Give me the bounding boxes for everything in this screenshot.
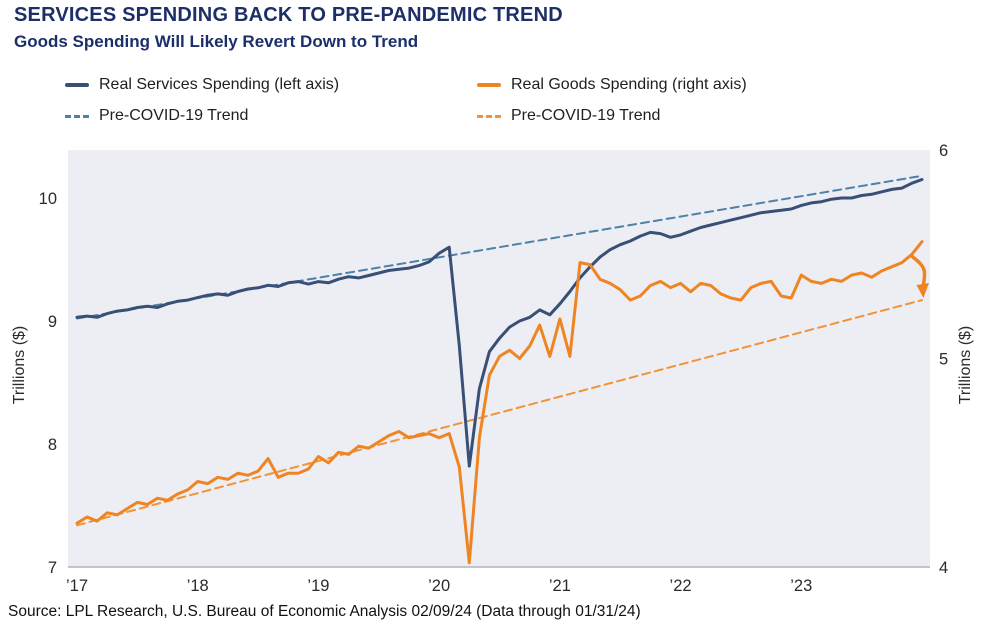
chart-legend: Real Services Spending (left axis) Real … [65, 74, 925, 127]
legend-label: Real Goods Spending (right axis) [511, 76, 747, 93]
goods-line [75, 240, 924, 565]
y-right-tick-label: 4 [939, 559, 948, 577]
x-tick-label: ’22 [670, 577, 692, 595]
goods-trend-swatch-icon [477, 114, 501, 118]
revert-arrow [910, 254, 927, 289]
x-tick-label: ’21 [549, 577, 571, 595]
revert-arrowhead-icon [916, 282, 929, 298]
x-tick-label: ’19 [307, 577, 329, 595]
services-line [75, 178, 924, 468]
x-tick-label: ’18 [187, 577, 209, 595]
x-tick-label: ’23 [790, 577, 812, 595]
legend-item-services: Real Services Spending (left axis) [65, 74, 477, 96]
page-subtitle: Goods Spending Will Likely Revert Down t… [14, 32, 419, 51]
legend-item-services-trend: Pre-COVID-19 Trend [65, 105, 477, 127]
services-trend-swatch-icon [65, 114, 89, 118]
legend-label: Pre-COVID-19 Trend [511, 107, 661, 124]
y-left-tick-label: 10 [39, 190, 57, 208]
y-right-tick-label: 5 [939, 351, 948, 369]
x-tick-label: ’20 [428, 577, 450, 595]
legend-item-goods-trend: Pre-COVID-19 Trend [477, 105, 925, 127]
right-axis-title: Trillions ($) [957, 326, 974, 405]
source-attribution: Source: LPL Research, U.S. Bureau of Eco… [8, 603, 641, 620]
x-tick-label: ’17 [66, 577, 88, 595]
services-line-swatch-icon [65, 83, 89, 87]
goods-line-swatch-icon [477, 83, 501, 87]
y-left-tick-label: 7 [48, 559, 57, 577]
legend-label: Pre-COVID-19 Trend [99, 107, 249, 124]
legend-item-goods: Real Goods Spending (right axis) [477, 74, 925, 96]
y-left-tick-label: 9 [48, 313, 57, 331]
legend-label: Real Services Spending (left axis) [99, 76, 340, 93]
left-axis-title: Trillions ($) [11, 326, 28, 405]
page-title: SERVICES SPENDING BACK TO PRE-PANDEMIC T… [14, 4, 563, 26]
goods-trend-line [76, 299, 923, 527]
y-right-tick-label: 6 [939, 142, 948, 160]
y-left-tick-label: 8 [48, 436, 57, 454]
